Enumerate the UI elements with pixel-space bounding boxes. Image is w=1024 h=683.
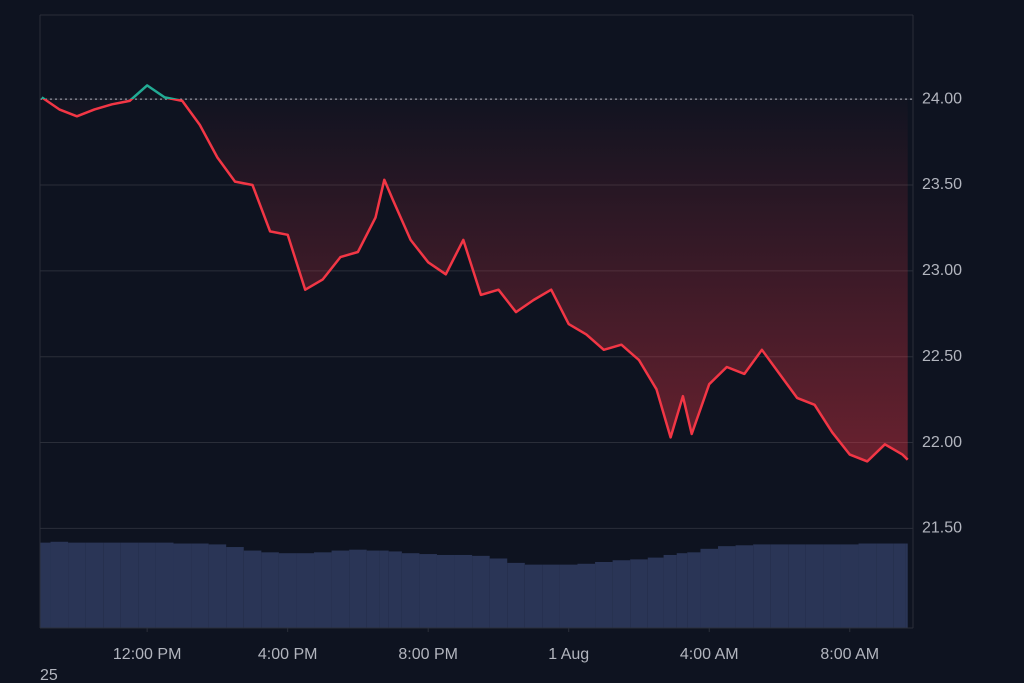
volume-bar	[676, 553, 688, 628]
volume-bar	[647, 557, 664, 628]
y-tick-label: 21.50	[922, 520, 962, 537]
volume-bar	[314, 552, 332, 628]
volume-bar	[68, 542, 86, 628]
y-tick-label: 22.00	[922, 434, 962, 451]
volume-bar	[858, 543, 877, 628]
volume-bar	[261, 552, 279, 628]
x-tick-label: 12:00 PM	[113, 646, 181, 663]
volume-bar	[663, 554, 677, 628]
volume-bar	[278, 553, 297, 628]
volume-bar	[718, 546, 736, 628]
corner-label: 25	[40, 667, 58, 683]
volume-bar	[208, 544, 227, 628]
volume-bar	[770, 544, 789, 628]
y-tick-label: 23.00	[922, 262, 962, 279]
volume-bar	[472, 555, 490, 628]
y-tick-label: 22.50	[922, 348, 962, 365]
volume-bar	[823, 544, 841, 628]
volume-bar	[331, 550, 350, 628]
volume-bar	[50, 541, 69, 628]
volume-bar	[366, 550, 380, 628]
volume-bar	[155, 542, 174, 628]
volume-bar	[40, 542, 51, 628]
x-tick-label: 1 Aug	[548, 646, 589, 663]
volume-bar	[379, 550, 389, 628]
volume-bar	[687, 552, 701, 628]
volume-bar	[735, 545, 754, 628]
volume-bar	[489, 558, 508, 628]
volume-bar	[577, 563, 596, 628]
volume-bar	[753, 544, 771, 628]
volume-bar	[805, 544, 824, 628]
volume-bar	[595, 562, 613, 628]
volume-bar	[173, 543, 192, 628]
plot	[40, 84, 913, 463]
volume-bar	[788, 544, 806, 628]
volume-bar	[559, 564, 578, 628]
price-line	[41, 84, 909, 463]
x-tick-label: 4:00 PM	[258, 646, 318, 663]
x-tick-label: 8:00 PM	[398, 646, 458, 663]
y-tick-label: 23.50	[922, 176, 962, 193]
volume-bar	[840, 544, 859, 628]
volume-bar	[905, 543, 908, 628]
volume-bar	[454, 554, 473, 628]
volume-bar	[542, 564, 560, 628]
volume	[40, 541, 908, 628]
volume-bar	[349, 549, 367, 628]
volume-bar	[138, 542, 156, 628]
volume-bar	[401, 553, 420, 628]
volume-bar	[120, 542, 139, 628]
volume-bar	[191, 543, 209, 628]
volume-bar	[388, 551, 402, 628]
volume-bar	[419, 554, 437, 628]
volume-bar	[630, 559, 648, 628]
volume-bar	[507, 562, 525, 628]
volume-bar	[876, 543, 894, 628]
volume-bar	[226, 547, 244, 628]
volume-bar	[436, 554, 455, 628]
volume-bar	[243, 550, 262, 628]
volume-bar	[85, 542, 104, 628]
volume-bar	[103, 542, 121, 628]
volume-bar	[700, 548, 719, 628]
x-tick-label: 8:00 AM	[820, 646, 879, 663]
volume-bar	[893, 543, 906, 628]
labels: 24.00 23.50 23.00 22.50 22.00 21.50 12:00 PM 4:…	[113, 90, 962, 663]
x-tick-label: 4:00 AM	[680, 646, 739, 663]
y-tick-label: 24.00	[922, 90, 962, 107]
volume-bar	[524, 564, 543, 628]
volume-bar	[612, 560, 631, 628]
volume-bar	[296, 553, 315, 628]
